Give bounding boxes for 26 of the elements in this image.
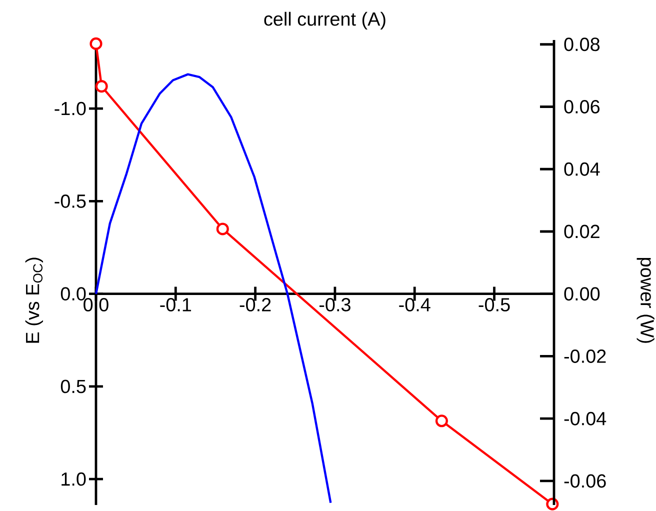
y2-tick-label: -0.02 bbox=[564, 350, 606, 363]
y2-tick-label: 0.02 bbox=[564, 224, 600, 238]
point bbox=[435, 414, 448, 428]
y2-tick-label: 0.06 bbox=[564, 100, 600, 114]
x-tick-label: -0.4 bbox=[399, 298, 430, 312]
point bbox=[90, 37, 102, 50]
y-tick-label: -1.0 bbox=[54, 102, 86, 116]
x-tick-label: -0.5 bbox=[478, 298, 510, 312]
point bbox=[95, 80, 108, 93]
point bbox=[546, 498, 559, 510]
y-tick-label: 1.0 bbox=[62, 472, 86, 486]
x-tick-label: -0.1 bbox=[160, 298, 192, 312]
y2-tick-label: 0.00 bbox=[564, 287, 600, 301]
y2-axis-title: power (W) bbox=[636, 258, 654, 343]
y-axis-title: E (vs E$_{OC}$) bbox=[25, 258, 43, 343]
x-tick-label: -0.3 bbox=[319, 298, 350, 312]
y-tick-label: 0.0 bbox=[60, 287, 86, 301]
y-tick-label: 0.5 bbox=[60, 380, 86, 394]
y2-tick-label: 0.08 bbox=[564, 38, 600, 52]
y-tick-label: -0.5 bbox=[54, 194, 86, 208]
x-tick-label: -0.2 bbox=[240, 298, 271, 312]
y2-tick-label: 0.04 bbox=[564, 162, 600, 176]
y2-tick-label: -0.06 bbox=[564, 474, 606, 488]
y2-tick-label: -0.04 bbox=[564, 412, 606, 426]
x-axis-title: cell current (A) bbox=[264, 12, 386, 30]
point bbox=[216, 222, 229, 236]
